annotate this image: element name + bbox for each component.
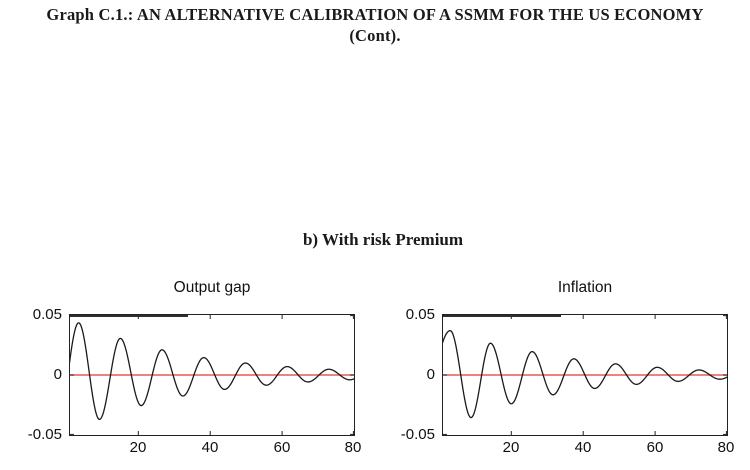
y-tick-label: 0.05 <box>32 306 62 323</box>
panel-b-label: b) With risk Premium <box>302 230 464 249</box>
plot-area <box>69 314 355 436</box>
inflation-chart: Inflation 0.05 0 -0.05 20 40 60 80 <box>373 270 748 470</box>
plot-canvas <box>443 315 727 435</box>
output-gap-chart: Output gap 0.05 0 -0.05 20 40 60 80 <box>0 270 375 470</box>
y-tick-label: 0 <box>426 366 435 383</box>
x-tick-label: 60 <box>646 439 664 456</box>
chart-title: Inflation <box>557 279 613 296</box>
y-tick-label: -0.05 <box>400 426 435 443</box>
inflation-impulse-response <box>443 329 727 419</box>
x-tick-label: 20 <box>129 439 147 456</box>
x-tick-label: 60 <box>273 439 291 456</box>
top-border-scan-artifact <box>70 315 188 317</box>
x-tick-label: 40 <box>574 439 592 456</box>
figure-title: Graph C.1.: AN ALTERNATIVE CALIBRATION O… <box>46 5 704 24</box>
top-border-scan-artifact <box>443 315 561 317</box>
x-tick-label: 80 <box>717 439 735 456</box>
x-tick-label: 40 <box>201 439 219 456</box>
y-tick-label: 0.05 <box>405 306 435 323</box>
plot-canvas <box>70 315 354 435</box>
x-tick-label: 80 <box>344 439 362 456</box>
y-tick-label: -0.05 <box>27 426 62 443</box>
figure-title-cont: (Cont). <box>349 26 401 45</box>
output-gap-impulse-response <box>70 322 354 421</box>
x-tick-label: 20 <box>502 439 520 456</box>
y-tick-label: 0 <box>53 366 62 383</box>
chart-title: Output gap <box>173 279 251 296</box>
plot-area <box>442 314 728 436</box>
